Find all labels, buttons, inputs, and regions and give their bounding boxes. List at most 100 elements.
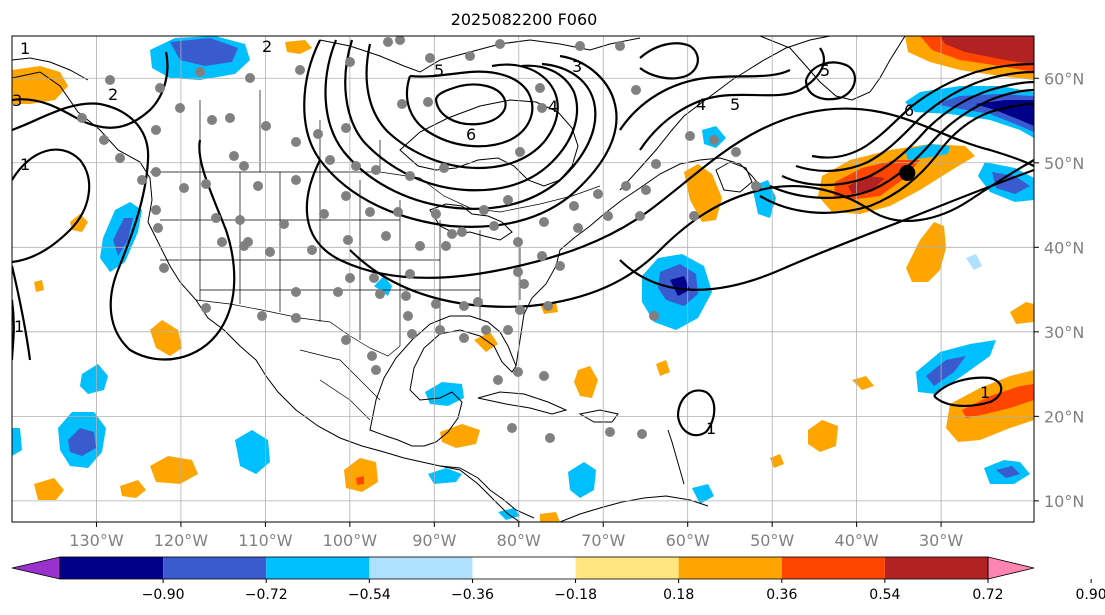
positive-anomaly-pacific-1 — [70, 214, 88, 232]
contour-label-1-w: 1 — [20, 155, 30, 174]
station-dot — [535, 83, 545, 93]
station-dot — [307, 245, 317, 255]
station-dot — [519, 279, 529, 289]
colorbar-level-label: 0.72 — [972, 587, 1003, 603]
lon-tick-label: 40°W — [835, 531, 879, 550]
colorbar-segment — [163, 557, 267, 579]
contour-west-ridge-2 — [12, 265, 32, 361]
station-dot — [457, 227, 467, 237]
station-dot — [393, 207, 403, 217]
station-dot — [105, 75, 115, 85]
positive-anomaly-mid-atlantic-4 — [808, 420, 838, 452]
station-dot — [333, 287, 343, 297]
us-mexico-border — [195, 299, 401, 357]
station-dot — [239, 241, 249, 251]
colorbar-level-label: −0.72 — [245, 587, 288, 603]
positive-anomaly-pacific-6 — [34, 280, 44, 292]
station-dot — [369, 273, 379, 283]
contour-label-1-w2: 1 — [14, 317, 24, 336]
alaska-panhandle — [12, 57, 89, 81]
station-dot — [423, 97, 433, 107]
colorbar-level-label: −0.90 — [142, 587, 185, 603]
contour-label-6-trough: 6 — [466, 125, 476, 144]
shaded-anomaly-field — [12, 36, 1034, 522]
station-dot — [151, 205, 161, 215]
station-dot — [295, 65, 305, 75]
contour-label-5-labrador: 5 — [730, 95, 740, 114]
colorbar-segment — [781, 557, 885, 579]
station-dot — [217, 237, 227, 247]
station-dot — [465, 51, 475, 61]
contour-trough-5 — [405, 70, 534, 148]
lat-tick-label: 10°N — [1044, 492, 1084, 511]
contour-marker-3 — [781, 80, 1034, 187]
cuba — [477, 391, 568, 415]
negative-anomaly-east-lobe-core — [992, 172, 1030, 194]
contour-north-atlantic — [639, 47, 826, 151]
station-dot — [415, 241, 425, 251]
colorbar-level-label: −0.54 — [348, 587, 391, 603]
station-dot — [425, 53, 435, 63]
lon-tick-label: 50°W — [750, 531, 794, 550]
lon-tick-label: 80°W — [497, 531, 541, 550]
station-dot — [709, 135, 719, 145]
station-dot — [229, 151, 239, 161]
lat-tick-label: 60°N — [1044, 69, 1084, 88]
station-dot — [575, 41, 585, 51]
negative-anomaly-caribbean — [425, 382, 464, 406]
station-dot — [473, 297, 483, 307]
station-dot — [649, 311, 659, 321]
colorbar-extend-high — [987, 556, 1035, 580]
negative-anomaly-northwest-core — [170, 38, 238, 66]
contour-west-ridge — [12, 51, 169, 129]
station-dot — [489, 221, 499, 231]
station-dot — [371, 165, 381, 175]
negative-anomaly-yucatan-s — [498, 508, 520, 520]
station-dot — [513, 237, 523, 247]
contour-trough-6 — [434, 83, 507, 126]
contour-label-1-caribbean: 1 — [706, 419, 716, 438]
negative-anomaly-caribbean-e — [568, 462, 596, 498]
contour-greenland-low — [804, 61, 857, 101]
station-dot — [345, 57, 355, 67]
contour-label-4-trough: 4 — [548, 97, 558, 116]
colorbar-segment — [884, 557, 988, 579]
lat-tick-label: 50°N — [1044, 154, 1084, 173]
contour-labels: 1 2 3 1 1 2 5 6 4 3 4 5 5 6 1 1 — [12, 37, 990, 438]
station-dot — [405, 269, 415, 279]
station-dot — [537, 103, 547, 113]
negative-anomaly-pacific-2 — [80, 364, 108, 394]
contour-label-1-nw: 1 — [20, 39, 30, 58]
positive-anomaly-yucatan — [540, 512, 560, 522]
station-dot — [731, 147, 741, 157]
contour-marker-5 — [811, 62, 1034, 159]
lon-tick-label: 110°W — [238, 531, 293, 550]
contour-label-4-labrador: 4 — [696, 95, 706, 114]
positive-anomaly-mexico-pacific — [344, 458, 378, 492]
station-dot — [459, 333, 469, 343]
contour-marker-2 — [769, 88, 1034, 199]
station-dot — [395, 36, 405, 45]
station-dot — [397, 99, 407, 109]
station-dot — [447, 229, 457, 239]
station-dot — [515, 305, 525, 315]
colorbar-level-label: −0.36 — [451, 587, 494, 603]
contour-label-5-trough: 5 — [434, 61, 444, 80]
station-dot — [343, 235, 353, 245]
storm-center-marker — [899, 164, 916, 181]
lon-tick-label: 70°W — [581, 531, 625, 550]
positive-anomaly-pacific-4 — [120, 480, 146, 498]
station-dot — [507, 423, 517, 433]
station-dot — [179, 183, 189, 193]
station-dot — [201, 303, 211, 313]
station-dot — [503, 325, 513, 335]
positive-anomaly-florida — [474, 332, 498, 352]
map-area — [12, 36, 1034, 522]
station-dot — [513, 267, 523, 277]
station-dot — [291, 287, 301, 297]
canada-provinces — [199, 90, 381, 172]
station-dot — [235, 215, 245, 225]
station-dot — [261, 121, 271, 131]
station-dot — [543, 301, 553, 311]
lesser-antilles — [667, 429, 685, 485]
